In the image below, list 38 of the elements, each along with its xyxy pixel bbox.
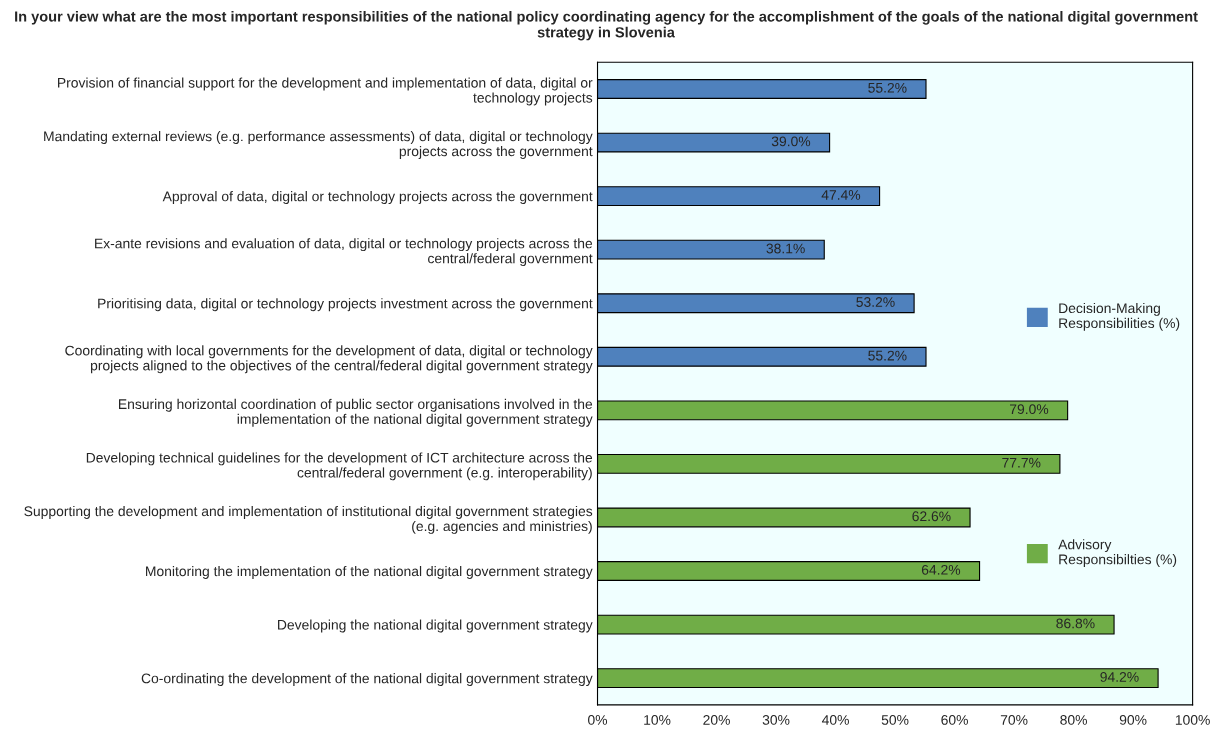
x-tick-label: 60% <box>941 715 968 725</box>
x-tick-label: 20% <box>703 715 730 725</box>
y-tick-label: Ensuring horizontal coordination of public sector organisations involved in the implementation of the national digital government strategy <box>119 398 593 427</box>
y-tick-label: Ex-ante revisions and evaluation of data, digital or technology projects across the central/federal government <box>95 238 593 267</box>
data-label: 86.8% <box>1056 618 1095 629</box>
data-label: 47.4% <box>821 190 861 200</box>
y-tick-label: Mandating external reviews (e.g. performance assessments) of data, digital or technology projects across the government <box>44 131 593 159</box>
x-tick-label: 0% <box>588 715 608 725</box>
data-label: 38.1% <box>766 243 805 254</box>
x-tick-label: 100% <box>1175 715 1210 725</box>
data-label: 53.2% <box>856 297 895 307</box>
y-tick-label: Prioritising data, digital or technology projects investment across the government <box>98 298 593 312</box>
chart-title: In your view what are the most important responsibilities of the national policy coordinating agency for the accomplishment of the goals of the national digital government strategy in Slovenia <box>15 10 1198 41</box>
data-label: 55.2% <box>868 350 907 361</box>
y-tick-label: Approval of data, digital or technology projects across the government <box>162 191 593 205</box>
data-label: 55.2% <box>868 82 907 93</box>
x-tick-label: 50% <box>881 715 909 725</box>
data-label: 64.2% <box>921 564 961 575</box>
y-tick-label: Provision of financial support for the development and implementation of data, digital or technology projects <box>58 77 593 106</box>
data-label: 77.7% <box>1002 457 1041 468</box>
y-tick-label: Developing technical guidelines for the development of ICT architecture across the central/federal government (e.g. interoperability) <box>86 452 593 481</box>
data-label: 94.2% <box>1100 672 1139 682</box>
y-tick-label: Monitoring the implementation of the national digital government strategy <box>146 565 593 579</box>
x-tick-label: 90% <box>1119 715 1147 725</box>
x-tick-label: 40% <box>821 715 849 725</box>
data-label: 79.0% <box>1010 404 1049 415</box>
x-tick-label: 30% <box>762 715 790 725</box>
legend-label: Advisory Responsibilties (%) <box>1058 539 1177 568</box>
y-tick-label: Supporting the development and implementation of institutional digital government strategies (e.g. agencies and ministries) <box>24 505 593 534</box>
x-tick-label: 10% <box>644 715 671 725</box>
data-label: 62.6% <box>912 511 951 522</box>
y-tick-label: Developing the national digital government strategy <box>278 619 593 633</box>
legend-label: Decision-Making Responsibilities (%) <box>1059 302 1180 331</box>
x-tick-label: 70% <box>1000 715 1028 725</box>
x-tick-label: 80% <box>1060 715 1087 725</box>
y-tick-label: Coordinating with local governments for the development of data, digital or technology projects aligned to the objectives of the central/federal digital government strategy <box>65 345 593 374</box>
y-tick-label: Co-ordinating the development of the national digital government strategy <box>141 673 593 687</box>
data-label: 39.0% <box>771 136 811 147</box>
